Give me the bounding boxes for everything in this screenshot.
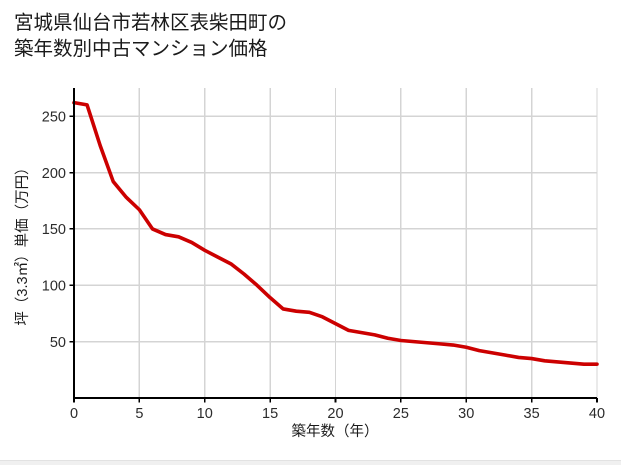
x-tick-label: 40: [589, 406, 605, 422]
x-tick-label: 0: [70, 406, 78, 422]
chart-title-line-2: 築年数別中古マンション価格: [14, 38, 268, 60]
x-tick-label: 25: [393, 406, 409, 422]
data-series-line: [72, 100, 599, 366]
y-tick-label: 200: [42, 166, 66, 182]
x-tick-labels-group: 0 5 10 15 20 25 30 35 40: [70, 406, 605, 422]
series-group: [72, 100, 599, 366]
y-tick-label: 250: [42, 109, 66, 125]
x-tick-label: 15: [262, 406, 278, 422]
x-tick-label: 5: [135, 406, 143, 422]
chart-title-line-1: 宮城県仙台市若林区表柴田町の: [14, 12, 288, 34]
x-tick-label: 10: [197, 406, 213, 422]
y-tick-label: 50: [50, 335, 66, 351]
x-tick-label: 20: [327, 406, 343, 422]
chart-title: 宮城県仙台市若林区表柴田町の 築年数別中古マンション価格: [14, 10, 594, 62]
y-tick-label: 150: [42, 222, 66, 238]
y-tick-label: 100: [42, 278, 66, 294]
y-axis-title: 坪（3.3㎡）単価（万円）: [14, 160, 31, 325]
x-tick-label: 35: [524, 406, 540, 422]
footer-rule: [0, 460, 621, 465]
tick-marks-group: [69, 115, 598, 403]
y-tick-labels-group: 50 100 150 200 250: [42, 109, 66, 350]
gridlines-group: [74, 88, 598, 398]
x-axis-title: 築年数（年）: [292, 422, 379, 440]
x-tick-label: 30: [458, 406, 474, 422]
